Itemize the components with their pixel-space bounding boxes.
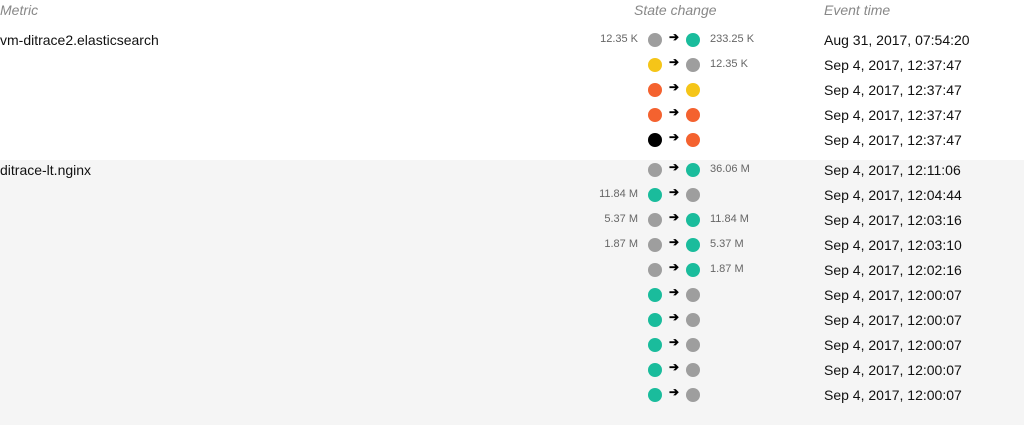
event-time: Sep 4, 2017, 12:37:47: [824, 82, 962, 98]
event-row[interactable]: 11.84 M ➔ Sep 4, 2017, 12:04:44: [0, 185, 1024, 210]
from-state-dot-icon: [648, 213, 662, 227]
from-state-dot-icon: [648, 33, 662, 47]
event-row[interactable]: ➔ Sep 4, 2017, 12:37:47: [0, 130, 1024, 155]
to-state-dot-icon: [686, 83, 700, 97]
event-time: Sep 4, 2017, 12:37:47: [824, 107, 962, 123]
arrow-right-icon: ➔: [669, 385, 680, 399]
event-row[interactable]: ➔ Sep 4, 2017, 12:37:47: [0, 80, 1024, 105]
event-time: Sep 4, 2017, 12:03:16: [824, 212, 962, 228]
to-state-dot-icon: [686, 163, 700, 177]
state-change-column-header: State change: [634, 2, 717, 18]
arrow-right-icon: ➔: [669, 285, 680, 299]
to-value: 5.37 M: [710, 238, 744, 250]
event-row[interactable]: ➔ 36.06 M Sep 4, 2017, 12:11:06: [0, 160, 1024, 185]
table-header: Metric State change Event time: [0, 0, 1024, 30]
event-time: Sep 4, 2017, 12:00:07: [824, 287, 962, 303]
event-time: Sep 4, 2017, 12:02:16: [824, 262, 962, 278]
arrow-right-icon: ➔: [669, 130, 680, 144]
to-state-dot-icon: [686, 133, 700, 147]
event-time: Sep 4, 2017, 12:11:06: [824, 162, 961, 178]
from-state-dot-icon: [648, 133, 662, 147]
arrow-right-icon: ➔: [669, 105, 680, 119]
from-state-dot-icon: [648, 263, 662, 277]
arrow-right-icon: ➔: [669, 185, 680, 199]
from-value: 5.37 M: [604, 213, 638, 225]
arrow-right-icon: ➔: [669, 55, 680, 69]
arrow-right-icon: ➔: [669, 80, 680, 94]
metric-group: vm-ditrace2.elasticsearch 12.35 K ➔ 233.25 …: [0, 30, 1024, 160]
event-row[interactable]: ➔ 12.35 K Sep 4, 2017, 12:37:47: [0, 55, 1024, 80]
to-state-dot-icon: [686, 108, 700, 122]
from-state-dot-icon: [648, 363, 662, 377]
from-state-dot-icon: [648, 188, 662, 202]
from-state-dot-icon: [648, 388, 662, 402]
to-state-dot-icon: [686, 263, 700, 277]
arrow-right-icon: ➔: [669, 30, 680, 44]
arrow-right-icon: ➔: [669, 360, 680, 374]
to-state-dot-icon: [686, 338, 700, 352]
arrow-right-icon: ➔: [669, 260, 680, 274]
to-value: 11.84 M: [710, 213, 749, 225]
event-time: Sep 4, 2017, 12:00:07: [824, 337, 962, 353]
to-state-dot-icon: [686, 313, 700, 327]
metric-name[interactable]: ditrace-lt.nginx: [0, 162, 92, 178]
from-state-dot-icon: [648, 288, 662, 302]
event-row[interactable]: 12.35 K ➔ 233.25 K Aug 31, 2017, 07:54:20: [0, 30, 1024, 55]
arrow-right-icon: ➔: [669, 160, 680, 174]
event-row[interactable]: ➔ Sep 4, 2017, 12:00:07: [0, 310, 1024, 335]
event-time: Sep 4, 2017, 12:37:47: [824, 57, 962, 73]
event-time: Sep 4, 2017, 12:37:47: [824, 132, 962, 148]
event-row[interactable]: ➔ Sep 4, 2017, 12:00:07: [0, 360, 1024, 385]
metric-column-header: Metric: [0, 2, 39, 18]
from-state-dot-icon: [648, 338, 662, 352]
to-value: 36.06 M: [710, 163, 750, 175]
event-time: Sep 4, 2017, 12:00:07: [824, 312, 962, 328]
from-state-dot-icon: [648, 58, 662, 72]
from-state-dot-icon: [648, 313, 662, 327]
event-row[interactable]: ➔ Sep 4, 2017, 12:37:47: [0, 105, 1024, 130]
to-state-dot-icon: [686, 33, 700, 47]
from-state-dot-icon: [648, 238, 662, 252]
from-value: 11.84 M: [599, 188, 638, 200]
arrow-right-icon: ➔: [669, 335, 680, 349]
event-row[interactable]: ➔ Sep 4, 2017, 12:00:07: [0, 285, 1024, 310]
to-state-dot-icon: [686, 288, 700, 302]
event-row[interactable]: ➔ Sep 4, 2017, 12:00:07: [0, 385, 1024, 410]
from-state-dot-icon: [648, 108, 662, 122]
to-state-dot-icon: [686, 58, 700, 72]
to-state-dot-icon: [686, 363, 700, 377]
arrow-right-icon: ➔: [669, 235, 680, 249]
arrow-right-icon: ➔: [669, 210, 680, 224]
event-time: Sep 4, 2017, 12:00:07: [824, 362, 962, 378]
to-value: 1.87 M: [710, 263, 744, 275]
from-state-dot-icon: [648, 83, 662, 97]
from-state-dot-icon: [648, 163, 662, 177]
event-row[interactable]: 1.87 M ➔ 5.37 M Sep 4, 2017, 12:03:10: [0, 235, 1024, 260]
event-time: Sep 4, 2017, 12:04:44: [824, 187, 962, 203]
arrow-right-icon: ➔: [669, 310, 680, 324]
to-value: 12.35 K: [710, 58, 748, 70]
event-time-column-header: Event time: [824, 2, 891, 18]
to-state-dot-icon: [686, 238, 700, 252]
from-value: 12.35 K: [600, 33, 638, 45]
event-row[interactable]: 5.37 M ➔ 11.84 M Sep 4, 2017, 12:03:16: [0, 210, 1024, 235]
to-value: 233.25 K: [710, 33, 755, 45]
events-list: vm-ditrace2.elasticsearch 12.35 K ➔ 233.25 …: [0, 30, 1024, 425]
to-state-dot-icon: [686, 188, 700, 202]
to-state-dot-icon: [686, 213, 700, 227]
event-time: Aug 31, 2017, 07:54:20: [824, 32, 970, 48]
event-time: Sep 4, 2017, 12:03:10: [824, 237, 962, 253]
metric-name[interactable]: vm-ditrace2.elasticsearch: [0, 32, 159, 48]
event-row[interactable]: ➔ Sep 4, 2017, 12:00:07: [0, 335, 1024, 360]
to-state-dot-icon: [686, 388, 700, 402]
metric-group: ditrace-lt.nginx ➔ 36.06 M Sep 4, 2017, 12:…: [0, 160, 1024, 425]
event-row[interactable]: ➔ 1.87 M Sep 4, 2017, 12:02:16: [0, 260, 1024, 285]
from-value: 1.87 M: [604, 238, 638, 250]
event-time: Sep 4, 2017, 12:00:07: [824, 387, 962, 403]
